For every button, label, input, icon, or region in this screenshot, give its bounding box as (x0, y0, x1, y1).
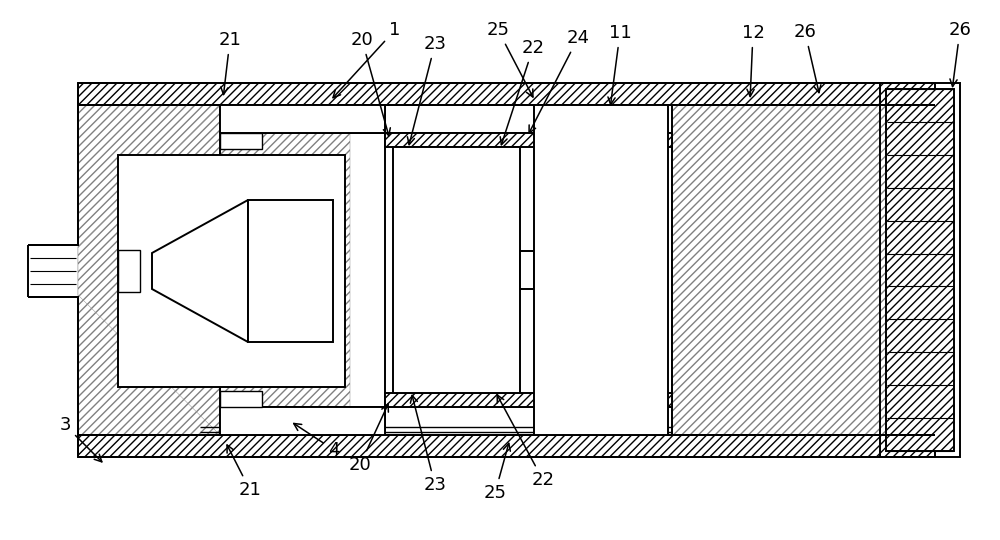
Polygon shape (672, 105, 935, 435)
Bar (220, 105, 385, 133)
Polygon shape (28, 83, 78, 245)
Bar (118, 250, 140, 292)
Bar (385, 393, 672, 407)
Polygon shape (28, 297, 78, 457)
Bar (534, 105, 668, 435)
Bar (78, 435, 935, 457)
Text: 26: 26 (794, 23, 821, 93)
Text: 20: 20 (351, 31, 390, 136)
Text: 21: 21 (227, 445, 261, 499)
Polygon shape (78, 105, 385, 435)
Text: 23: 23 (410, 395, 446, 494)
Text: 24: 24 (529, 29, 590, 133)
Text: 20: 20 (349, 404, 388, 474)
Bar (118, 155, 345, 387)
Polygon shape (78, 105, 220, 435)
Bar (520, 251, 534, 289)
Text: 4: 4 (294, 423, 340, 459)
Text: 25: 25 (486, 21, 533, 97)
Polygon shape (152, 200, 248, 342)
Text: 22: 22 (497, 395, 554, 489)
Bar (78, 83, 935, 105)
Text: 21: 21 (219, 31, 241, 94)
Text: 22: 22 (500, 39, 544, 145)
Text: 26: 26 (949, 21, 971, 86)
Text: 3: 3 (59, 416, 102, 462)
Text: 25: 25 (484, 443, 510, 502)
Bar (220, 133, 262, 149)
Bar (220, 407, 385, 435)
Text: 1: 1 (333, 21, 401, 98)
Bar (393, 147, 520, 393)
Bar (886, 89, 954, 451)
Bar (385, 133, 672, 147)
Text: 23: 23 (407, 35, 446, 145)
Bar (880, 83, 960, 457)
Bar (220, 391, 262, 407)
Bar (248, 200, 333, 342)
Text: 12: 12 (742, 24, 764, 97)
Text: 11: 11 (608, 24, 631, 105)
